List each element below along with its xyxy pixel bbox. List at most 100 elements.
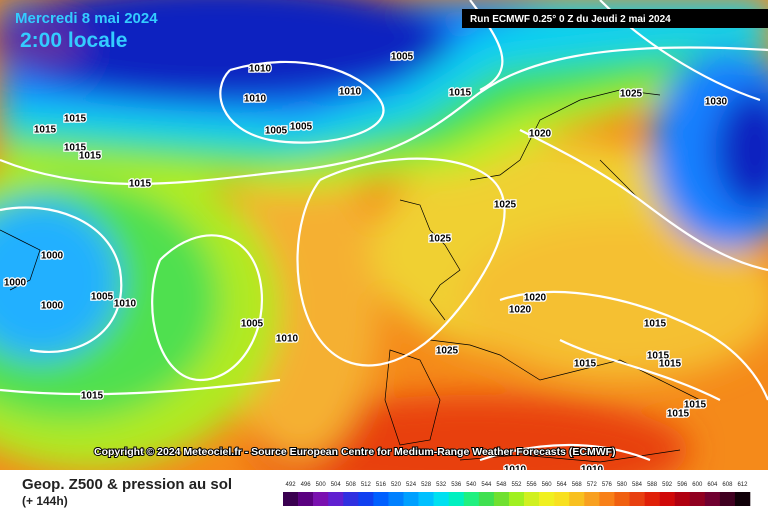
isobar-label: 1010 [244,94,267,105]
scale-label: 600 [692,482,703,488]
isobar-label: 1005 [265,126,288,137]
scale-swatch [554,492,570,506]
scale-swatch [689,492,706,506]
scale-swatch [283,492,299,506]
date: Mercredi 8 mai 2024 [15,10,158,27]
scale-swatch [448,492,465,506]
scale-swatch [719,492,736,506]
isobar-label: 1010 [276,334,299,345]
isobar-label: 1020 [524,293,547,304]
isobar-label: 1020 [529,129,552,140]
scale-label: 528 [421,482,432,488]
isobar-label: 1015 [647,351,670,362]
scale-swatch [493,492,510,506]
isobar-label: 1015 [667,409,690,420]
isobar-label: 1005 [290,122,313,133]
isobar-label: 1005 [91,292,114,303]
scale-swatch [358,492,374,506]
isobar-label: 1000 [4,278,27,289]
scale-label: 512 [361,482,372,488]
isobar-label: 1005 [391,52,414,63]
isobar-label: 1010 [339,87,362,98]
scale-label: 568 [572,482,583,488]
scale-swatch [508,492,525,506]
isobar-label: 1010 [249,64,272,75]
time: 2:00 locale [20,29,127,52]
isobar-label: 1000 [41,251,64,262]
footer-lead: (+ 144h) [22,494,68,508]
scale-swatch [298,492,314,506]
coastlines [0,89,701,463]
scale-label: 612 [737,482,748,488]
scale-label: 580 [617,482,628,488]
copyright: Copyright © 2024 Meteociel.fr - Source E… [94,446,616,458]
isobar-label: 1015 [129,179,152,190]
isobar-label: 1010 [114,299,137,310]
scale-swatch [433,492,450,506]
run-info: Run ECMWF 0.25° 0 Z du Jeudi 2 mai 2024 [470,14,671,25]
scale-label: 520 [391,482,402,488]
scale-label: 556 [527,482,538,488]
isobar-label: 1015 [64,114,87,125]
isobar-label: 1030 [705,97,728,108]
isobar-label: 1025 [429,234,452,245]
scale-label: 584 [632,482,643,488]
isobar-label: 1015 [34,125,57,136]
isobar-label: 1015 [684,400,707,411]
scale-label: 564 [557,482,568,488]
scale-label: 540 [466,482,477,488]
isobar-label: 1015 [79,151,102,162]
scale-swatch [403,492,419,506]
scale-swatch [418,492,434,506]
scale-label: 524 [406,482,417,488]
isobar-label: 1015 [574,359,597,370]
scale-swatch [388,492,404,506]
scale-swatch [313,492,329,506]
scale-label: 536 [451,482,462,488]
isobar-label: 1005 [241,319,264,330]
isobar-label: 1015 [659,359,682,370]
field [0,0,768,505]
isobar-label: 1000 [41,301,64,312]
scale-swatch [644,492,660,506]
scale-swatch [734,492,751,506]
scale-swatch [584,492,600,506]
scale-label: 516 [376,482,387,488]
scale-swatch [343,492,359,506]
scale-swatch [539,492,555,506]
scale-label: 596 [677,482,688,488]
scale-swatch [614,492,630,506]
scale-label: 560 [542,482,553,488]
isobar-label: 1025 [620,89,643,100]
scale-label: 492 [286,482,297,488]
scale-label: 592 [662,482,673,488]
isobar-label: 1015 [64,143,87,154]
footer-title: Geop. Z500 & pression au sol [22,476,232,493]
scale-label: 496 [301,482,312,488]
isobars [0,0,768,462]
scale-swatch [659,492,675,506]
scale-label: 500 [316,482,327,488]
scale-label: 532 [436,482,447,488]
scale-label: 572 [587,482,598,488]
scale-swatch [569,492,585,506]
run-box [462,9,768,28]
scale-swatch [328,492,344,506]
scale-swatch [629,492,645,506]
isobar-label: 1015 [81,391,104,402]
scale-swatch [704,492,721,506]
scale-label: 544 [481,482,492,488]
color-scale: 492 496 500 504 508 512 516 520 524 528 532 536 540 5… [283,482,751,506]
scale-label: 608 [722,482,733,488]
scale-label: 576 [602,482,613,488]
scale-swatch [478,492,495,506]
scale-swatch [599,492,615,506]
isobar-label: 1015 [644,319,667,330]
scale-label: 548 [496,482,507,488]
scale-swatch [524,492,540,506]
scale-swatch [373,492,389,506]
isobar-label: 1025 [436,346,459,357]
scale-label: 508 [346,482,357,488]
